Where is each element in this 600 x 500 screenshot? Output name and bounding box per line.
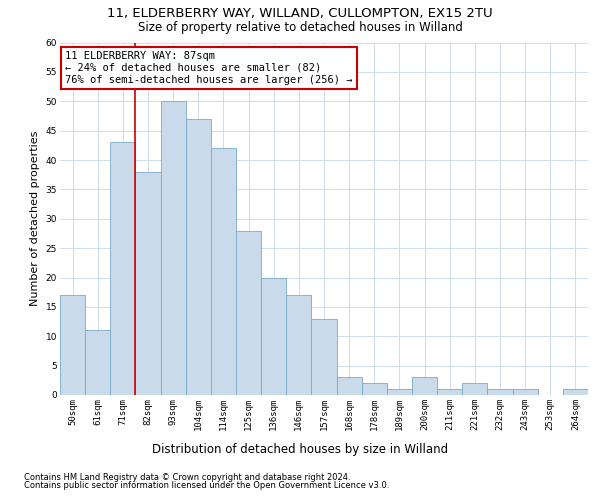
Bar [136,172,161,395]
Bar [512,389,538,395]
Bar [311,318,337,395]
Bar [412,378,437,395]
Bar [437,389,462,395]
Bar [60,295,85,395]
Bar [487,389,512,395]
Text: Contains public sector information licensed under the Open Government Licence v3: Contains public sector information licen… [24,481,389,490]
Bar [186,119,211,395]
Bar [110,142,136,395]
Y-axis label: Number of detached properties: Number of detached properties [30,131,40,306]
Text: Size of property relative to detached houses in Willand: Size of property relative to detached ho… [137,21,463,34]
Bar [211,148,236,395]
Bar [462,383,487,395]
Bar [337,378,362,395]
Text: Contains HM Land Registry data © Crown copyright and database right 2024.: Contains HM Land Registry data © Crown c… [24,472,350,482]
Bar [261,278,286,395]
Bar [563,389,588,395]
Text: 11, ELDERBERRY WAY, WILLAND, CULLOMPTON, EX15 2TU: 11, ELDERBERRY WAY, WILLAND, CULLOMPTON,… [107,8,493,20]
Text: 11 ELDERBERRY WAY: 87sqm
← 24% of detached houses are smaller (82)
76% of semi-d: 11 ELDERBERRY WAY: 87sqm ← 24% of detach… [65,52,353,84]
Bar [387,389,412,395]
Bar [236,230,261,395]
Bar [286,295,311,395]
Bar [85,330,110,395]
Bar [362,383,387,395]
Text: Distribution of detached houses by size in Willand: Distribution of detached houses by size … [152,442,448,456]
Bar [161,101,186,395]
